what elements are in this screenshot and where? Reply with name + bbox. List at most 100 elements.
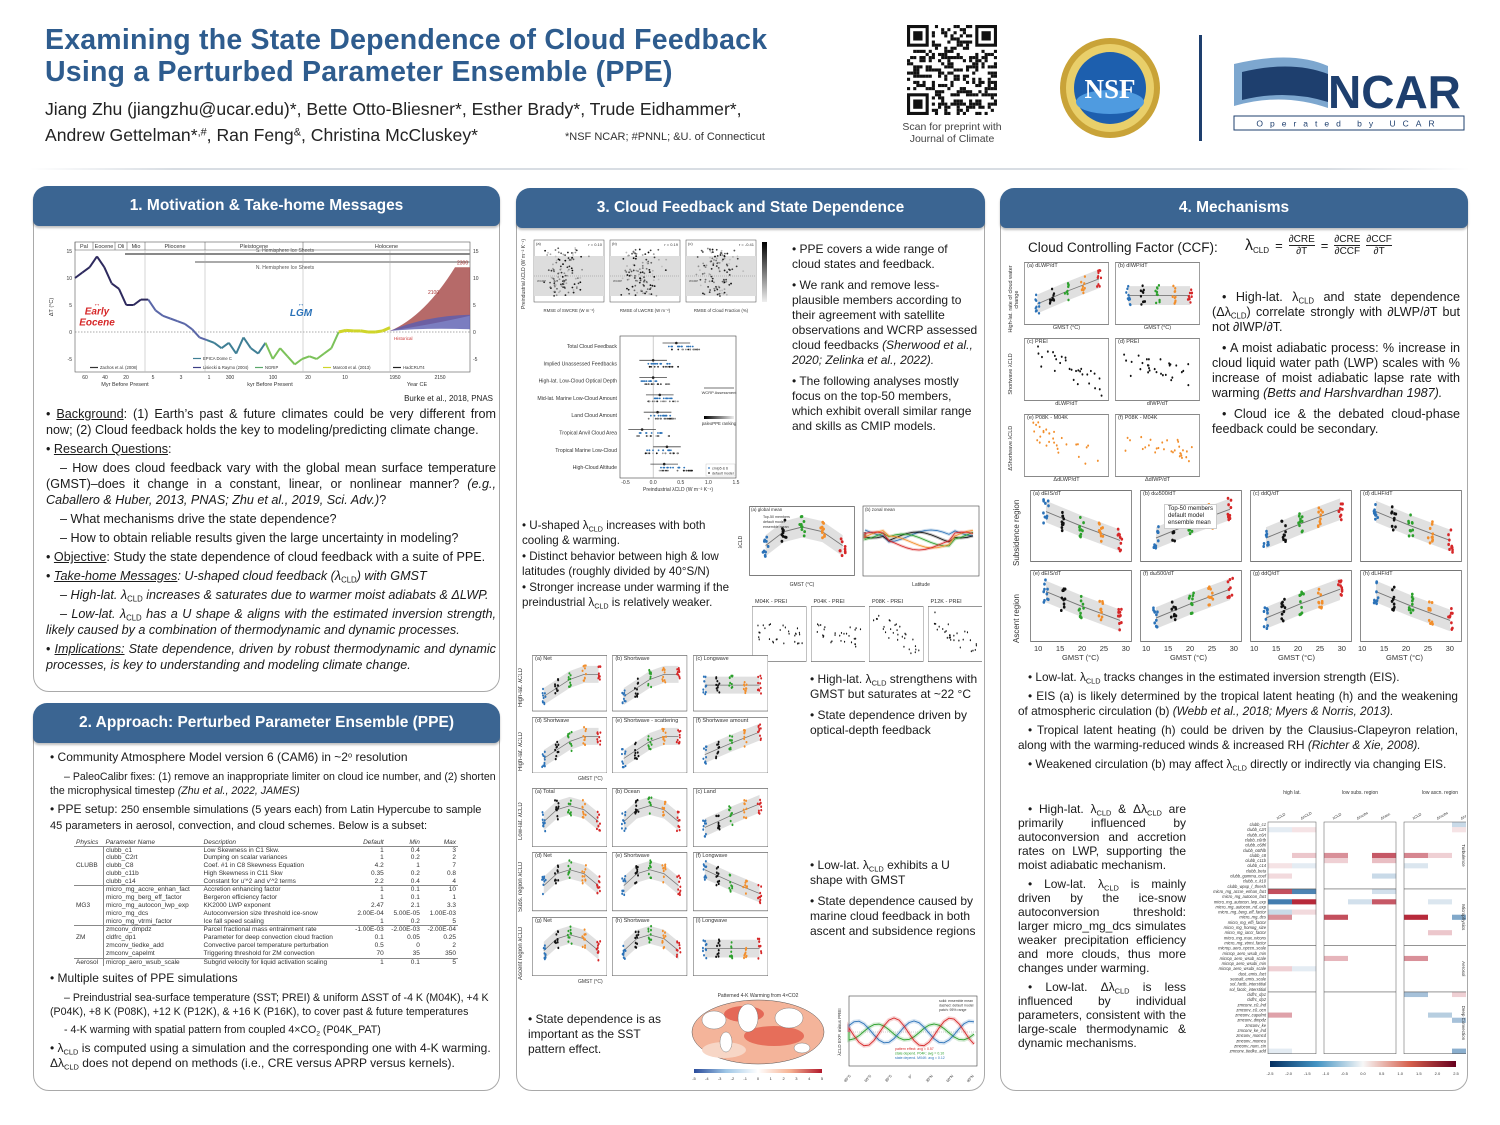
member-point bbox=[1098, 285, 1101, 288]
heatmap-cell bbox=[1404, 1007, 1429, 1013]
member-point bbox=[599, 739, 602, 742]
member-point bbox=[759, 726, 762, 730]
member-point bbox=[823, 533, 826, 537]
heatmap-row-label: micro_mg_iaccr_factor bbox=[1225, 930, 1267, 935]
scatter-point bbox=[1088, 382, 1091, 385]
bullet-item: • λCLD is computed using a simulation an… bbox=[50, 1040, 491, 1073]
member-point bbox=[597, 672, 600, 675]
heatmap-cell bbox=[1292, 940, 1317, 946]
ensemble-point bbox=[724, 252, 726, 255]
heatmap-cell bbox=[1428, 909, 1453, 915]
heatmap-cell bbox=[1404, 1002, 1429, 1008]
scatter-point bbox=[892, 631, 894, 634]
member-point bbox=[728, 874, 731, 877]
heatmap-cell bbox=[1324, 1002, 1349, 1008]
x-axis-label: GMST (°C) bbox=[1386, 653, 1424, 662]
temperature-curve-segment bbox=[235, 336, 245, 355]
scatter-point bbox=[1145, 358, 1148, 361]
ensemble-point bbox=[543, 281, 546, 284]
ensemble-point bbox=[557, 247, 560, 250]
heatmap-cell bbox=[1292, 852, 1317, 859]
member-point bbox=[1281, 604, 1285, 608]
member-point bbox=[1317, 510, 1320, 514]
member-point bbox=[1230, 593, 1234, 597]
ensemble-point bbox=[641, 264, 644, 267]
x-tick: 10 bbox=[1358, 644, 1367, 653]
heatmap-cell bbox=[1404, 955, 1429, 962]
colorbar-tick: 2 bbox=[782, 1076, 785, 1081]
scatter-point bbox=[1172, 451, 1174, 454]
member-point bbox=[1083, 275, 1087, 278]
table-cell: 0.2 bbox=[410, 854, 420, 862]
scatter-point bbox=[915, 648, 917, 651]
scatter-point bbox=[1147, 358, 1150, 361]
heatmap-cell bbox=[1404, 930, 1429, 936]
member-point bbox=[1409, 611, 1413, 615]
heatmap-cell bbox=[1452, 955, 1466, 962]
heatmap-cell bbox=[1404, 1043, 1429, 1049]
heatmap-cell bbox=[1268, 955, 1293, 962]
panel-title: (c) bbox=[688, 241, 693, 246]
member-point bbox=[1079, 611, 1082, 615]
colorbar-tick: 5 bbox=[821, 1076, 824, 1081]
member-point bbox=[742, 810, 745, 814]
cmip-point bbox=[667, 345, 670, 348]
ensemble-point bbox=[642, 280, 645, 283]
member-point bbox=[1042, 498, 1045, 502]
heatmap-cell bbox=[1292, 909, 1317, 915]
x-tick: 1.0 bbox=[705, 480, 712, 486]
ppe-point bbox=[672, 400, 674, 403]
ensemble-point bbox=[653, 285, 656, 287]
scatter-point bbox=[1038, 441, 1041, 444]
scatter-point bbox=[1154, 451, 1157, 454]
member-point bbox=[743, 884, 746, 887]
member-point bbox=[703, 876, 706, 879]
heatmap-cell bbox=[1428, 832, 1453, 838]
member-point bbox=[1227, 503, 1230, 507]
table-cell: 0.2 bbox=[410, 917, 420, 925]
x-tick: 10 bbox=[1034, 644, 1043, 653]
member-point bbox=[569, 799, 572, 802]
heatmap-cell bbox=[1348, 852, 1373, 859]
cmip-point bbox=[659, 414, 662, 417]
member-point bbox=[1061, 514, 1065, 518]
table-cell: Accretion enhancing factor bbox=[201, 885, 350, 895]
table-row: clubb_C2rt Dumping on scalar variances 1 0.… bbox=[74, 854, 458, 863]
cmip-point bbox=[657, 414, 660, 417]
member-point bbox=[557, 801, 560, 805]
section-1-heading: 1. Motivation & Take-home Messages bbox=[33, 186, 500, 226]
member-point bbox=[555, 754, 558, 757]
member-point bbox=[584, 802, 586, 806]
member-point bbox=[1448, 547, 1451, 552]
ensemble-point bbox=[621, 277, 624, 280]
member-point bbox=[583, 725, 586, 728]
heatmap-cell bbox=[1452, 950, 1466, 957]
heatmap-cell bbox=[1428, 1048, 1453, 1054]
member-point bbox=[1050, 287, 1054, 291]
ensemble-point bbox=[651, 273, 654, 276]
qr-code[interactable] bbox=[907, 25, 997, 115]
member-point bbox=[1430, 522, 1434, 526]
category-label: Implied Unassessed Feedbacks bbox=[543, 361, 617, 367]
member-point bbox=[567, 675, 570, 679]
historical-label: Historical bbox=[394, 336, 413, 341]
ppe-point bbox=[684, 348, 687, 351]
member-point bbox=[717, 821, 720, 825]
x-tick: 30°N bbox=[925, 1074, 934, 1083]
scatter-point bbox=[840, 631, 842, 634]
member-point bbox=[838, 549, 842, 553]
ensemble-point bbox=[564, 274, 567, 277]
member-point bbox=[662, 929, 665, 932]
heatmap-cell bbox=[1268, 966, 1293, 972]
scatter-point bbox=[1060, 436, 1063, 440]
scatter-point bbox=[1065, 443, 1068, 446]
temperature-curve-segment bbox=[81, 266, 91, 274]
row-label: Subsidence region bbox=[1012, 499, 1021, 567]
member-point bbox=[1391, 528, 1395, 532]
panel-title: P12K - PREI bbox=[930, 599, 962, 605]
member-point bbox=[664, 868, 667, 871]
heatmap-cell bbox=[1348, 1022, 1373, 1029]
table-header-row: Physics Parameter Name Description Default M… bbox=[74, 838, 458, 847]
member-point bbox=[542, 813, 544, 817]
